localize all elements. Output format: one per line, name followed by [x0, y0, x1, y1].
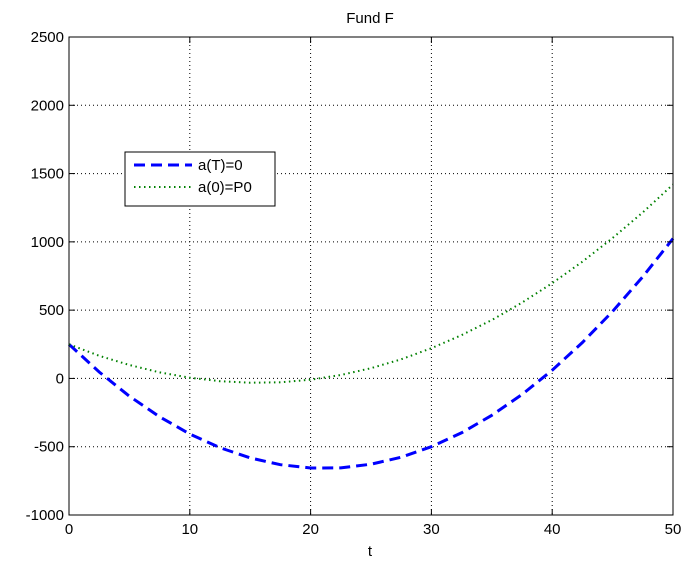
x-tick-label: 0	[65, 521, 73, 538]
y-tick-label: 500	[39, 302, 64, 319]
y-tick-label: 1500	[31, 166, 64, 183]
x-tick-label: 50	[665, 521, 682, 538]
legend-box	[124, 151, 276, 207]
x-tick-label: 20	[302, 521, 319, 538]
y-tick-label: 2000	[31, 97, 64, 114]
y-tick-label: -500	[34, 439, 64, 456]
legend-label: a(0)=P0	[198, 179, 252, 196]
legend: a(T)=0 a(0)=P0	[124, 151, 276, 207]
y-tick-label: 2500	[31, 29, 64, 46]
ticks: 0 10 20 30 40 50 -1000 -500 0 500 1000 1500 2000 2500	[26, 29, 682, 538]
chart-title: Fund F	[346, 10, 394, 27]
y-tick-label: 0	[56, 370, 64, 387]
series-line-1	[67, 237, 675, 470]
x-tick-label: 40	[544, 521, 561, 538]
y-tick-label: -1000	[26, 507, 64, 524]
legend-items: a(T)=0 a(0)=P0	[134, 157, 252, 196]
series-line-2	[68, 183, 674, 384]
legend-label: a(T)=0	[198, 157, 243, 174]
plot-frame	[68, 36, 674, 516]
x-axis-label: t	[368, 543, 373, 560]
x-tick-label: 10	[181, 521, 198, 538]
x-tick-label: 30	[423, 521, 440, 538]
series-layer	[67, 183, 675, 470]
y-tick-label: 1000	[31, 234, 64, 251]
